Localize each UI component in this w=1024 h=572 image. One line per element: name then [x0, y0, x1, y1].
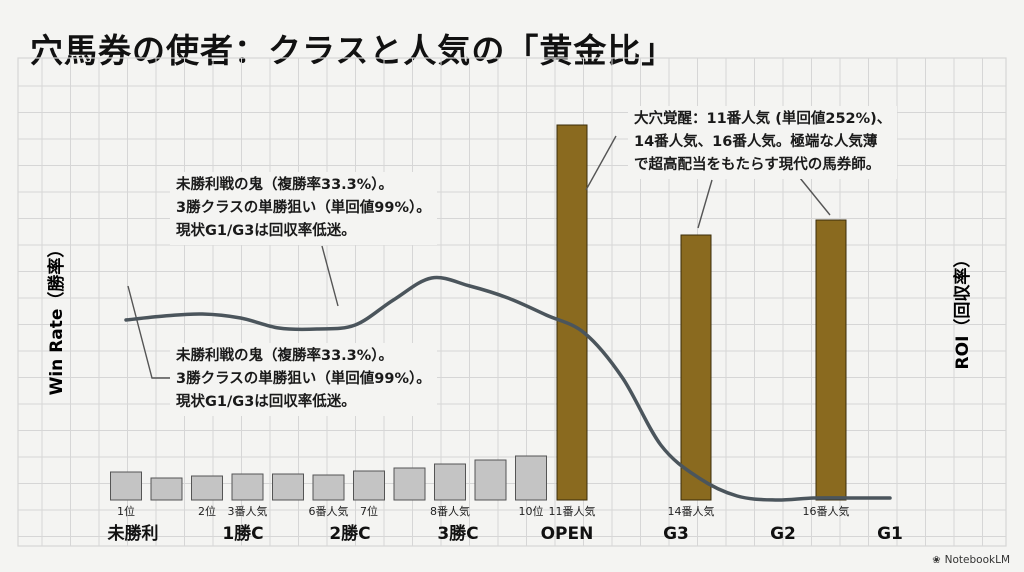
- tick-label: 10位: [519, 504, 544, 518]
- annotation-right: 大穴覚醒：11番人気 (単回値252%)、 14番人気、16番人気。極端な人気薄…: [628, 106, 898, 179]
- annotation-line: 3勝クラスの単勝狙い（単回値99%）。: [176, 371, 431, 387]
- tick-label: 2位: [198, 504, 216, 518]
- win-rate-curve: [124, 275, 892, 502]
- gold-bar: [680, 234, 712, 501]
- gray-bar: [393, 467, 426, 501]
- class-label: G3: [663, 524, 689, 544]
- tick-label: 7位: [360, 504, 378, 518]
- category-labels: 1位 2位 3番人気 6番人気 7位 8番人気 10位 11番人気 14番人気 16番人気: [117, 504, 850, 518]
- annotation-line: 3勝クラスの単勝狙い（単回値99%）。: [176, 200, 431, 216]
- tick-label: 1位: [117, 504, 135, 518]
- gray-bar: [312, 474, 345, 501]
- class-label: 3勝C: [437, 523, 478, 544]
- class-label: G1: [877, 524, 903, 544]
- tick-label: 8番人気: [430, 504, 470, 518]
- gray-bar: [515, 455, 547, 501]
- annotation-middle-left: 未勝利戦の鬼（複勝率33.3%）。 3勝クラスの単勝狙い（単回値99%）。 現状…: [170, 343, 437, 416]
- brand-watermark: ❀ NotebookLM: [932, 554, 1010, 566]
- class-labels: 未勝利 1勝C 2勝C 3勝C OPEN G3 G2 G1: [107, 523, 903, 544]
- gray-bar: [231, 473, 264, 501]
- gold-bar: [815, 219, 847, 501]
- brand-name: NotebookLM: [944, 554, 1010, 566]
- tick-label: 6番人気: [309, 504, 349, 518]
- class-label: 2勝C: [329, 523, 370, 544]
- annotation-pointer: [127, 285, 170, 379]
- annotation-line: 現状G1/G3は回収率低迷。: [176, 394, 356, 410]
- class-label: OPEN: [541, 524, 594, 544]
- annotation-line: 未勝利戦の鬼（複勝率33.3%）。: [176, 348, 394, 364]
- class-label: 1勝C: [222, 523, 263, 544]
- gray-bar: [353, 470, 385, 501]
- gray-bar: [150, 477, 183, 501]
- tick-label: 3番人気: [228, 504, 268, 518]
- grid-frame: [17, 57, 1007, 547]
- annotation-pointer: [321, 245, 339, 307]
- tick-label: 14番人気: [668, 504, 715, 518]
- gray-bar: [191, 475, 223, 501]
- annotation-line: 現状G1/G3は回収率低迷。: [176, 223, 356, 239]
- gray-bar: [434, 463, 466, 501]
- gray-bar: [110, 471, 142, 501]
- tick-label: 11番人気: [549, 504, 596, 518]
- y-axis-label-left: Win Rate（勝率）: [46, 241, 67, 396]
- class-label: 未勝利: [107, 523, 159, 544]
- annotation-pointer: [697, 179, 713, 229]
- class-label: G2: [770, 524, 796, 544]
- annotation-top-left: 未勝利戦の鬼（複勝率33.3%）。 3勝クラスの単勝狙い（単回値99%）。 現状…: [170, 172, 437, 245]
- gray-bar: [474, 459, 507, 501]
- page-title: 穴馬券の使者：クラスと人気の「黄金比」: [30, 31, 676, 70]
- y-axis-label-right: ROI（回収率）: [952, 251, 973, 370]
- annotation-pointer: [585, 135, 617, 191]
- annotation-line: 14番人気、16番人気。極端な人気薄: [634, 134, 878, 150]
- tick-label: 16番人気: [803, 504, 850, 518]
- notebook-icon: ❀: [932, 554, 941, 566]
- annotation-line: 未勝利戦の鬼（複勝率33.3%）。: [176, 177, 394, 193]
- annotation-line: 大穴覚醒：11番人気 (単回値252%)、: [634, 111, 892, 127]
- gray-bar: [272, 473, 304, 501]
- bar-group: [110, 124, 847, 501]
- annotation-line: で超高配当をもたらす現代の馬券師。: [634, 157, 881, 173]
- gold-bar: [556, 124, 588, 501]
- annotation-pointers: [127, 135, 831, 379]
- annotation-pointer: [799, 177, 831, 216]
